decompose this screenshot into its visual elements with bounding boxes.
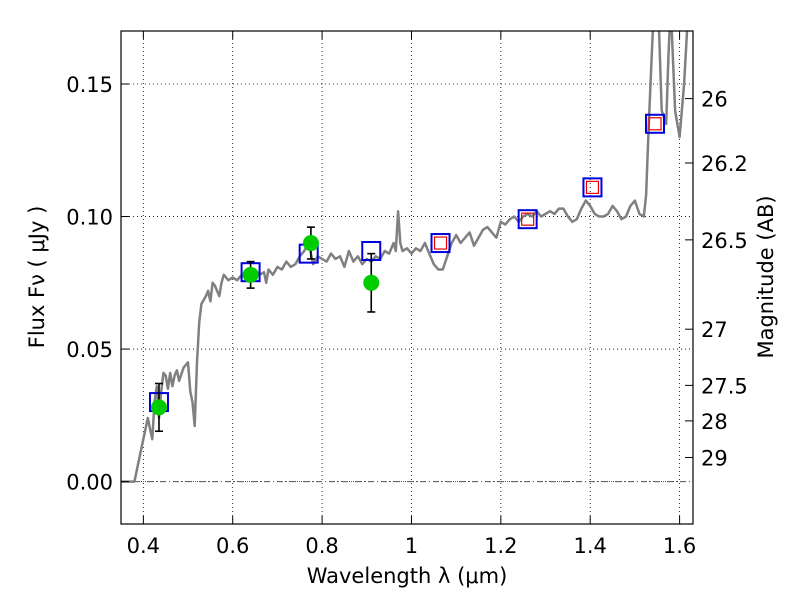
- observed-point: [242, 266, 259, 283]
- model-point-inner: [521, 212, 535, 226]
- right-tick-label: 27: [701, 318, 728, 342]
- right-axis-title: Magnitude (AB): [754, 195, 778, 358]
- x-tick-label: 0.4: [127, 534, 160, 558]
- model-point: [430, 233, 451, 254]
- y-tick-label: 0.15: [66, 73, 113, 97]
- spectrum-line: [121, 31, 689, 483]
- tick-labels: 0.4 0.6 0.8 1 1.2 1.4 1.6 0.00 0.05 0.10 0.15 26 26.…: [66, 73, 748, 558]
- right-tick-label: 26: [701, 88, 728, 112]
- x-axis-title: Wavelength λ (μm): [307, 564, 508, 588]
- x-tick-label: 1.6: [663, 534, 696, 558]
- right-tick-label: 29: [701, 446, 728, 470]
- right-tick-label: 26.2: [701, 152, 748, 176]
- model-point-inner: [648, 117, 662, 131]
- right-tick-label: 27.5: [701, 374, 748, 398]
- y-tick-label: 0.10: [66, 206, 113, 230]
- observed-point: [302, 235, 319, 252]
- model-point-inner: [585, 180, 600, 194]
- right-tick-label: 26.5: [701, 229, 748, 253]
- model-point-inner: [433, 236, 448, 250]
- observed-point: [363, 274, 380, 291]
- y-axis-title: Flux Fν ( μJy ): [25, 206, 49, 349]
- x-tick-label: 1: [405, 534, 418, 558]
- right-tick-label: 28: [701, 410, 728, 434]
- plot-frame: [120, 30, 694, 525]
- y-tick-label: 0.00: [66, 471, 113, 495]
- model-point: [582, 177, 603, 198]
- x-tick-label: 0.8: [305, 534, 338, 558]
- x-tick-label: 1.2: [484, 534, 517, 558]
- x-tick-label: 0.6: [216, 534, 249, 558]
- observed-point: [150, 399, 167, 416]
- observed-series: [150, 226, 380, 433]
- x-tick-label: 1.4: [574, 534, 607, 558]
- y-tick-label: 0.05: [66, 338, 113, 362]
- axis-ticks: [121, 31, 693, 524]
- model-point: [517, 209, 538, 230]
- model-point: [645, 113, 666, 134]
- spectrum-series: [121, 31, 689, 483]
